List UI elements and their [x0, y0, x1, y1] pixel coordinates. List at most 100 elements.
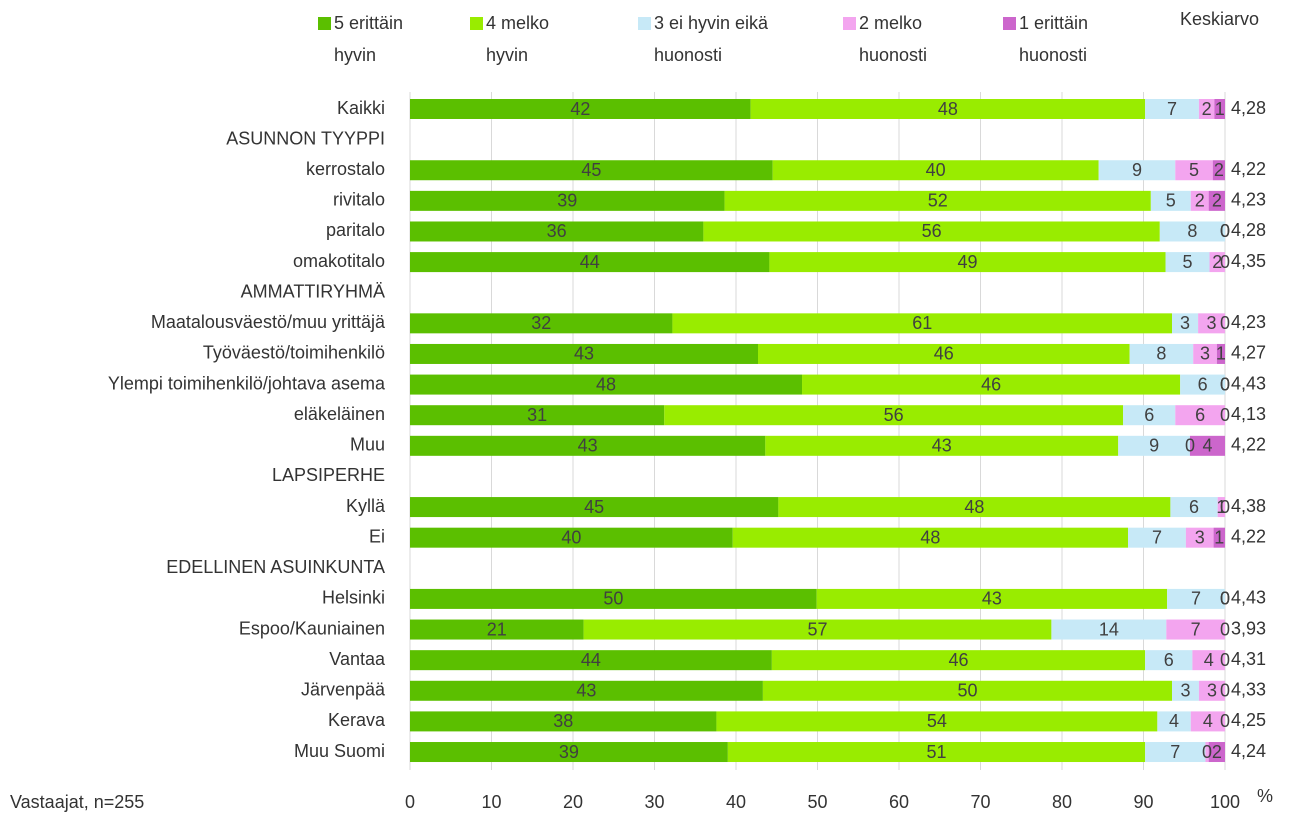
legend-label: 2 melko huonosti	[859, 13, 928, 65]
data-label: 9	[1132, 160, 1142, 180]
legend-item: 5 erittäin hyvin	[318, 7, 434, 71]
average-value: 4,22	[1231, 526, 1266, 546]
y-tick-label: rivitalo	[333, 190, 385, 210]
data-label: 0	[1220, 405, 1230, 425]
y-tick-label: LAPSIPERHE	[272, 465, 385, 485]
bar-segment	[1212, 160, 1225, 181]
bar-segment	[410, 711, 717, 732]
bar-segment	[1145, 99, 1199, 119]
data-label: 6	[1164, 650, 1174, 670]
average-value: 4,13	[1231, 404, 1266, 424]
y-tick-label: AMMATTIRYHMÄ	[241, 281, 385, 301]
bar-segment	[724, 190, 1151, 211]
bar-segment	[1208, 742, 1225, 763]
bar-segment	[410, 343, 759, 364]
average-value: 4,31	[1231, 649, 1266, 669]
y-tick-label: Maatalousväestö/muu yrittäjä	[151, 312, 386, 332]
bar-segment	[1198, 313, 1225, 334]
x-unit: %	[1257, 786, 1273, 806]
average-value: 4,43	[1231, 373, 1266, 393]
data-label: 42	[570, 99, 590, 119]
bar-segment	[1129, 343, 1194, 364]
average-value: 4,22	[1231, 435, 1266, 455]
data-label: 1	[1216, 497, 1226, 517]
bar-segment	[1214, 99, 1225, 119]
x-tick-label: 90	[1133, 792, 1153, 812]
average-value: 4,43	[1231, 588, 1266, 608]
data-label: 48	[938, 99, 958, 119]
bar-segment	[1217, 497, 1225, 518]
bar-segment	[410, 160, 773, 181]
legend-label: 1 erittäin huonosti	[1019, 13, 1089, 65]
average-value: 4,24	[1231, 741, 1266, 761]
data-label: 5	[1166, 191, 1176, 211]
data-label: 44	[580, 252, 600, 272]
average-header: Keskiarvo	[1180, 9, 1259, 29]
x-tick-label: 50	[807, 792, 827, 812]
y-tick-label: Kyllä	[346, 496, 386, 516]
data-label: 43	[932, 436, 952, 456]
data-label: 1	[1214, 527, 1224, 547]
average-value: 4,23	[1231, 190, 1266, 210]
bar-segment	[410, 588, 817, 609]
bar-segment	[1185, 527, 1214, 548]
data-label: 4	[1169, 711, 1179, 731]
bar-segment	[664, 405, 1124, 426]
data-label: 2	[1212, 252, 1222, 272]
x-tick-label: 10	[481, 792, 501, 812]
data-label: 32	[531, 313, 551, 333]
bar-segment	[1118, 435, 1190, 456]
data-label: 54	[927, 711, 947, 731]
data-label: 61	[912, 313, 932, 333]
data-label: 8	[1187, 221, 1197, 241]
bar-segment	[1167, 588, 1225, 609]
legend-swatch	[638, 17, 651, 30]
bar-segment	[410, 435, 766, 456]
bar-segment	[716, 711, 1158, 732]
data-label: 3	[1180, 681, 1190, 701]
legend-swatch	[843, 17, 856, 30]
data-label: 0	[1220, 711, 1230, 731]
data-label: 5	[1183, 252, 1193, 272]
bar-segment	[1190, 711, 1225, 732]
data-label: 5	[1189, 160, 1199, 180]
data-label: 0	[1220, 221, 1230, 241]
x-tick-label: 40	[726, 792, 746, 812]
data-label: 3	[1207, 313, 1217, 333]
bars	[410, 99, 1225, 763]
y-tick-label: omakotitalo	[293, 251, 385, 271]
legend-swatch	[318, 17, 331, 30]
data-label: 4	[1203, 711, 1213, 731]
data-label: 49	[957, 252, 977, 272]
bar-segment	[1180, 374, 1225, 395]
data-label: 0	[1220, 221, 1230, 241]
y-tick-label: kerrostalo	[306, 159, 385, 179]
bar-segment	[410, 650, 772, 671]
bar-segment	[583, 619, 1052, 640]
data-label: 2	[1212, 191, 1222, 211]
bar-segment	[1198, 680, 1225, 701]
bar-segment	[410, 405, 665, 426]
data-label: 4	[1204, 650, 1214, 670]
x-tick-label: 80	[1052, 792, 1072, 812]
data-label: 0	[1220, 374, 1230, 394]
data-label: 1	[1216, 344, 1226, 364]
x-tick-label: 60	[889, 792, 909, 812]
data-label: 57	[807, 619, 827, 639]
bar-segment	[1198, 99, 1215, 119]
y-tick-label: paritalo	[326, 220, 385, 240]
bar-segment	[758, 343, 1130, 364]
data-label: 45	[584, 497, 604, 517]
data-label: 40	[926, 160, 946, 180]
data-label: 7	[1167, 99, 1177, 119]
data-label: 2	[1214, 160, 1224, 180]
data-label: 48	[920, 527, 940, 547]
average-value: 4,28	[1231, 220, 1266, 240]
legend-item: 3 ei hyvin eikä huonosti	[638, 7, 772, 71]
data-label: 0	[1220, 589, 1230, 609]
legend-item: 4 melko hyvin	[470, 7, 576, 71]
bar-segment	[1175, 405, 1225, 426]
data-label: 3	[1180, 313, 1190, 333]
bar-segment	[1145, 742, 1206, 763]
